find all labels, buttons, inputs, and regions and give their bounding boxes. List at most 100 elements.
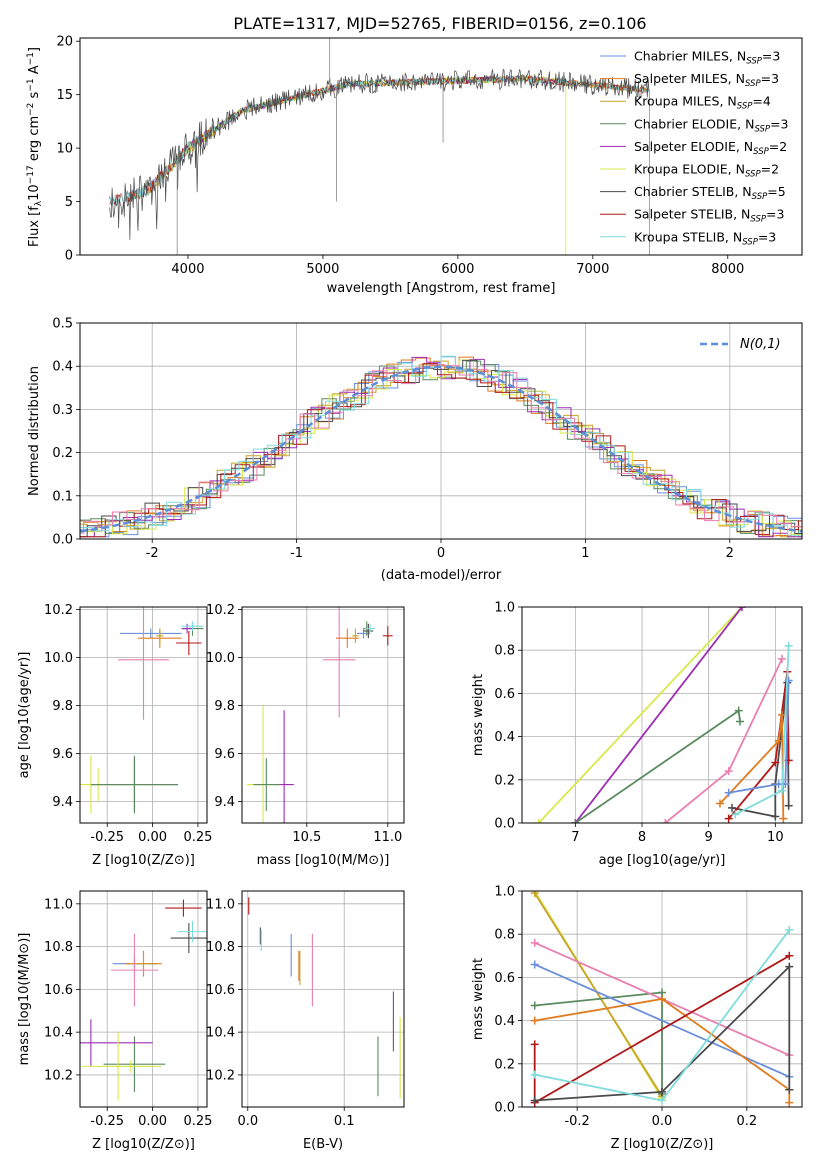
x-axis-label: mass [log10(M/M⊙)]	[257, 853, 390, 868]
weight-marker	[731, 810, 740, 819]
x-tick-label: -0.2	[564, 1114, 589, 1129]
y-tick-label: 0.2	[52, 446, 73, 461]
legend-entry: Kroupa STELIB, NSSP=3	[634, 229, 776, 247]
y-tick-label: 9.4	[214, 795, 235, 810]
legend-entry: Salpeter MILES, NSSP=3	[634, 71, 779, 89]
weight-marker	[571, 819, 580, 823]
legend-entry: Chabrier MILES, NSSP=3	[634, 49, 780, 67]
weight-marker	[779, 814, 788, 823]
x-axis-label: wavelength [Angstrom, rest frame]	[327, 281, 556, 296]
weight-marker	[724, 788, 733, 797]
y-axis-label: Flux [fλ10−17 erg cm−2 s−1 A−1]	[26, 47, 44, 247]
x-tick-label: 0	[437, 546, 445, 561]
y-axis-label: mass [log10(M/M⊙)]	[17, 933, 32, 1066]
weight-lines	[530, 891, 794, 1107]
y-tick-label: 10.0	[206, 651, 235, 666]
weight-marker	[658, 1087, 666, 1096]
y-tick-label: 0.6	[494, 687, 515, 702]
y-tick-label: 10.4	[206, 1026, 235, 1041]
y-tick-label: 9.8	[52, 699, 73, 714]
weight-marker	[738, 607, 746, 611]
x-tick-label: 11.0	[373, 830, 402, 845]
legend-entry: Kroupa MILES, NSSP=4	[634, 94, 771, 112]
weight-line	[534, 998, 791, 1103]
weight-line	[719, 714, 785, 819]
errorbar-points	[80, 607, 204, 814]
axes-frame	[521, 890, 803, 1108]
weight-marker	[661, 819, 670, 823]
x-tick-label: 0.0	[652, 1114, 673, 1129]
y-tick-label: 0.1	[52, 489, 73, 504]
x-tick-label: 9	[705, 830, 713, 845]
x-axis-label: (data-model)/error	[381, 568, 502, 583]
legend-entry: Salpeter ELODIE, NSSP=2	[634, 139, 787, 157]
normal-curve	[80, 365, 802, 533]
axes-frame	[241, 890, 405, 1108]
x-tick-label: 5000	[306, 262, 339, 277]
spectrum-line	[109, 75, 650, 206]
y-tick-label: 0.3	[52, 403, 73, 418]
y-tick-label: 11.0	[206, 897, 235, 912]
weight-marker	[778, 786, 786, 795]
x-tick-label: 0.25	[183, 1114, 212, 1129]
legend-entry: N(0,1)	[740, 337, 781, 352]
x-tick-label: 6000	[441, 262, 474, 277]
weight-marker	[785, 1085, 794, 1094]
weight-marker	[785, 951, 794, 960]
y-tick-label: 10.8	[44, 940, 73, 955]
y-tick-label: 0.0	[52, 533, 73, 548]
axes-frame	[79, 606, 208, 824]
weight-marker	[530, 891, 539, 898]
y-tick-label: 10.6	[206, 983, 235, 998]
weight-marker	[774, 736, 783, 745]
x-tick-label: 0.25	[183, 830, 212, 845]
x-tick-label: -2	[146, 546, 159, 561]
residual-histogram	[80, 363, 802, 538]
y-tick-label: 0.0	[494, 817, 515, 832]
x-axis-label: Z [log10(Z/Z⊙)]	[92, 1137, 195, 1152]
weight-marker	[530, 1040, 539, 1049]
legend-entry: Chabrier STELIB, NSSP=5	[634, 184, 786, 202]
x-tick-label: 0.1	[334, 1114, 355, 1129]
weight-marker	[728, 803, 736, 812]
y-axis-label: mass weight	[471, 674, 486, 756]
y-tick-label: 10.2	[206, 603, 235, 618]
y-axis-label: Normed distribution	[27, 366, 42, 496]
x-tick-label: 10.5	[292, 830, 321, 845]
weight-marker	[724, 767, 733, 776]
weight-line	[574, 709, 741, 823]
weight-marker	[784, 801, 793, 810]
weight-marker	[530, 1096, 539, 1105]
y-tick-label: 10.2	[206, 1068, 235, 1083]
x-axis-label: Z [log10(Z/Z⊙)]	[92, 853, 195, 868]
x-tick-label: -0.25	[90, 1114, 124, 1129]
y-tick-label: 0.2	[494, 1057, 515, 1072]
y-tick-label: 0	[65, 249, 73, 264]
residual-histogram	[80, 355, 802, 538]
x-tick-label: 1	[581, 546, 589, 561]
x-tick-label: 0.00	[138, 830, 167, 845]
y-tick-label: 10.6	[44, 983, 73, 998]
y-tick-label: 0.8	[494, 928, 515, 943]
spectrum-line	[109, 68, 650, 240]
y-tick-label: 0.5	[52, 317, 73, 332]
figure-title: PLATE=1317, MJD=52765, FIBERID=0156, z=0…	[233, 14, 646, 33]
y-tick-label: 9.4	[52, 795, 73, 810]
residual-histogram	[80, 359, 802, 538]
y-tick-label: 0.6	[494, 971, 515, 986]
weight-marker	[716, 799, 724, 808]
y-axis-label: mass weight	[471, 958, 486, 1040]
weight-line	[538, 607, 743, 823]
x-tick-label: 0.00	[138, 1114, 167, 1129]
weight-marker	[785, 962, 794, 971]
errorbar-points	[80, 899, 207, 1101]
errorbar-points	[248, 897, 401, 1099]
weight-marker	[658, 995, 666, 1003]
axes-frame	[79, 890, 208, 1108]
y-tick-label: 10.2	[44, 603, 73, 618]
x-axis-label: Z [log10(Z/Z⊙)]	[611, 1137, 714, 1152]
y-tick-label: 0.4	[52, 360, 73, 375]
residual-histogram	[80, 364, 802, 534]
x-tick-label: 8000	[711, 262, 744, 277]
